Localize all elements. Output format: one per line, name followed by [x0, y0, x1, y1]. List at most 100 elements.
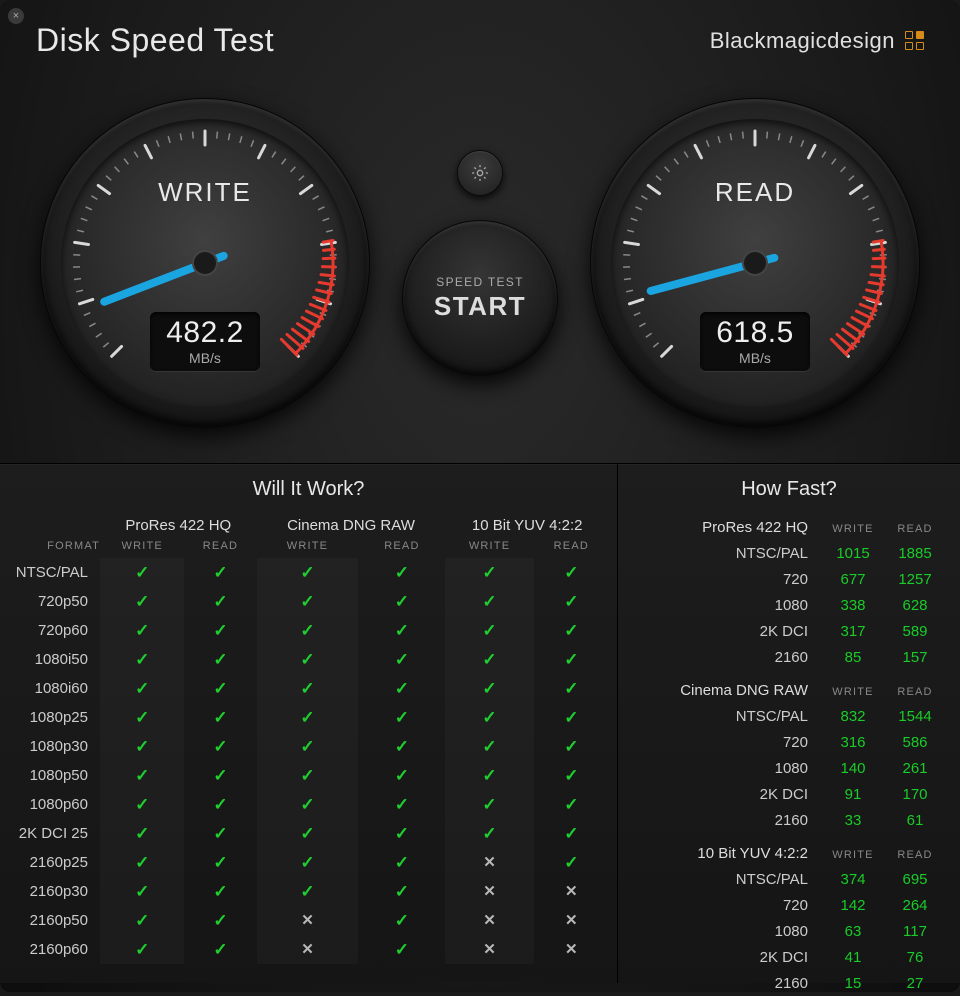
write-value: 1015 — [822, 545, 884, 562]
how-fast-row: 1080140261 — [632, 755, 946, 781]
codec-name: ProRes 422 HQ — [632, 519, 822, 536]
check-icon: ✓ — [213, 592, 227, 611]
result-cell: ✓ — [184, 790, 256, 819]
result-cell: ✓ — [358, 616, 445, 645]
result-cell: ✓ — [100, 906, 184, 935]
result-cell: ✓ — [534, 587, 609, 616]
result-cell: ✓ — [534, 848, 609, 877]
result-cell: ✓ — [534, 761, 609, 790]
result-cell: ✓ — [100, 819, 184, 848]
x-icon: ✕ — [301, 941, 314, 958]
format-label: 1080 — [632, 760, 822, 777]
codec-group: ProRes 422 HQ — [100, 513, 257, 536]
start-button[interactable]: SPEED TEST START — [402, 220, 558, 376]
result-cell: ✓ — [445, 616, 533, 645]
how-fast-section: 10 Bit YUV 4:2:2WRITEREADNTSC/PAL3746957… — [632, 839, 946, 996]
table-row: 1080p30✓✓✓✓✓✓ — [8, 732, 609, 761]
check-icon: ✓ — [564, 650, 578, 669]
format-label: NTSC/PAL — [8, 558, 100, 587]
read-value: 117 — [884, 923, 946, 940]
result-cell: ✓ — [445, 558, 533, 587]
check-icon: ✓ — [135, 708, 149, 727]
x-icon: ✕ — [301, 912, 314, 929]
check-icon: ✓ — [395, 563, 409, 582]
how-fast-row: 2K DCI4176 — [632, 944, 946, 970]
check-icon: ✓ — [395, 650, 409, 669]
result-cell: ✓ — [184, 587, 256, 616]
format-label: 720 — [632, 571, 822, 588]
check-icon: ✓ — [482, 650, 496, 669]
how-fast-row: NTSC/PAL10151885 — [632, 540, 946, 566]
result-cell: ✓ — [184, 906, 256, 935]
check-icon: ✓ — [564, 621, 578, 640]
how-fast-section: ProRes 422 HQWRITEREADNTSC/PAL1015188572… — [632, 513, 946, 670]
result-cell: ✓ — [100, 848, 184, 877]
result-cell: ✓ — [534, 819, 609, 848]
result-cell: ✓ — [445, 674, 533, 703]
result-cell: ✓ — [445, 819, 533, 848]
check-icon: ✓ — [395, 592, 409, 611]
x-icon: ✕ — [565, 883, 578, 900]
result-cell: ✓ — [358, 906, 445, 935]
check-icon: ✓ — [213, 679, 227, 698]
write-value-box: 482.2 MB/s — [150, 312, 260, 371]
check-icon: ✓ — [482, 621, 496, 640]
table-row: NTSC/PAL✓✓✓✓✓✓ — [8, 558, 609, 587]
check-icon: ✓ — [395, 824, 409, 843]
check-icon: ✓ — [564, 795, 578, 814]
table-row: 2160p25✓✓✓✓✕✓ — [8, 848, 609, 877]
col-read-header: READ — [184, 536, 256, 558]
col-write-header: WRITE — [822, 849, 884, 861]
read-value: 1257 — [884, 571, 946, 588]
format-label: NTSC/PAL — [632, 708, 822, 725]
check-icon: ✓ — [135, 679, 149, 698]
check-icon: ✓ — [213, 708, 227, 727]
check-icon: ✓ — [482, 824, 496, 843]
settings-button[interactable] — [457, 150, 503, 196]
close-button[interactable]: × — [8, 8, 24, 24]
check-icon: ✓ — [213, 650, 227, 669]
result-cell: ✓ — [100, 935, 184, 964]
result-cell: ✓ — [534, 558, 609, 587]
format-label: 2K DCI — [632, 786, 822, 803]
check-icon: ✓ — [135, 911, 149, 930]
read-value: 695 — [884, 871, 946, 888]
write-value: 316 — [822, 734, 884, 751]
check-icon: ✓ — [300, 882, 314, 901]
check-icon: ✓ — [213, 940, 227, 959]
result-cell: ✓ — [445, 587, 533, 616]
gear-icon — [470, 163, 490, 183]
result-cell: ✓ — [184, 877, 256, 906]
check-icon: ✓ — [564, 853, 578, 872]
result-cell: ✓ — [534, 790, 609, 819]
write-value: 677 — [822, 571, 884, 588]
check-icon: ✓ — [135, 592, 149, 611]
col-read-header: READ — [358, 536, 445, 558]
codec-name: Cinema DNG RAW — [632, 682, 822, 699]
start-button-main: START — [434, 291, 526, 322]
check-icon: ✓ — [395, 882, 409, 901]
read-value: 157 — [884, 649, 946, 666]
write-value: 41 — [822, 949, 884, 966]
how-fast-row: 21601527 — [632, 970, 946, 996]
col-read-header: READ — [884, 849, 946, 861]
read-value: 589 — [884, 623, 946, 640]
format-label: 1080p50 — [8, 761, 100, 790]
result-cell: ✓ — [445, 732, 533, 761]
check-icon: ✓ — [213, 766, 227, 785]
result-cell: ✕ — [445, 906, 533, 935]
result-cell: ✓ — [358, 877, 445, 906]
result-cell: ✓ — [100, 674, 184, 703]
result-cell: ✓ — [100, 877, 184, 906]
result-cell: ✓ — [534, 616, 609, 645]
check-icon: ✓ — [395, 911, 409, 930]
check-icon: ✓ — [564, 824, 578, 843]
result-cell: ✕ — [534, 935, 609, 964]
result-cell: ✓ — [534, 645, 609, 674]
check-icon: ✓ — [213, 795, 227, 814]
read-value: 618.5 — [716, 318, 794, 348]
col-read-header: READ — [884, 686, 946, 698]
table-row: 720p60✓✓✓✓✓✓ — [8, 616, 609, 645]
result-cell: ✕ — [534, 877, 609, 906]
result-cell: ✓ — [534, 674, 609, 703]
